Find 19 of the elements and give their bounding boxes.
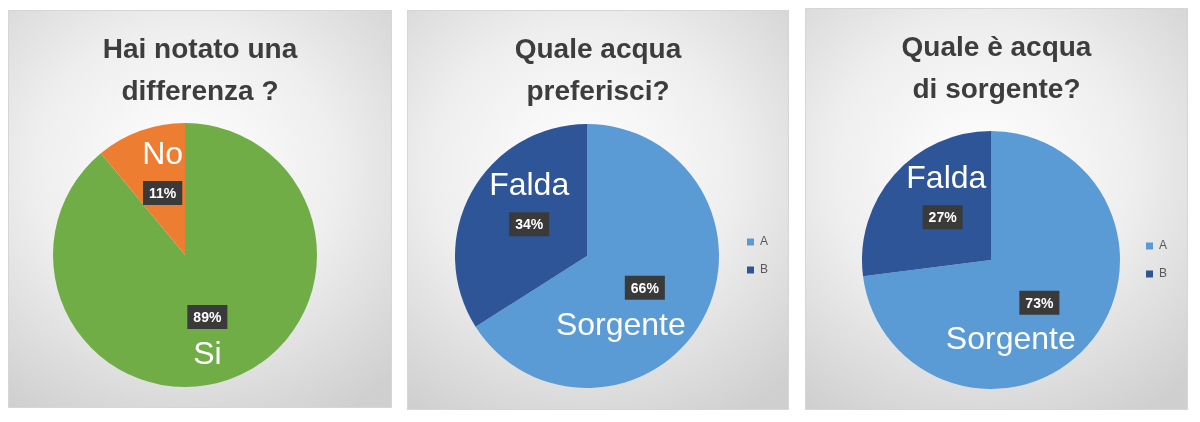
legend-label: A <box>1159 238 1168 253</box>
data-label: 66% <box>630 279 660 296</box>
text: Sorgente <box>945 320 1076 357</box>
text: Falda <box>906 159 987 196</box>
slice-label: Si <box>193 334 222 371</box>
data-label: 11% <box>149 184 177 201</box>
chart-title: Quale acqua preferisci? <box>513 32 683 108</box>
chart-title: Hai notato una differenza ? <box>101 32 299 108</box>
data-label: 27% <box>928 209 958 226</box>
data-label: 34% <box>515 216 544 233</box>
chart-title: Quale è acqua di sorgente? <box>900 30 1093 106</box>
legend-label: B <box>1159 266 1168 281</box>
data-label: 89% <box>193 308 222 325</box>
data-label: 73% <box>1025 294 1054 311</box>
text: Falda <box>489 166 570 203</box>
legend-label: B <box>760 262 769 277</box>
text: Sorgente <box>555 305 686 342</box>
slice-label: No <box>142 134 184 171</box>
legend-label: A <box>760 234 769 249</box>
